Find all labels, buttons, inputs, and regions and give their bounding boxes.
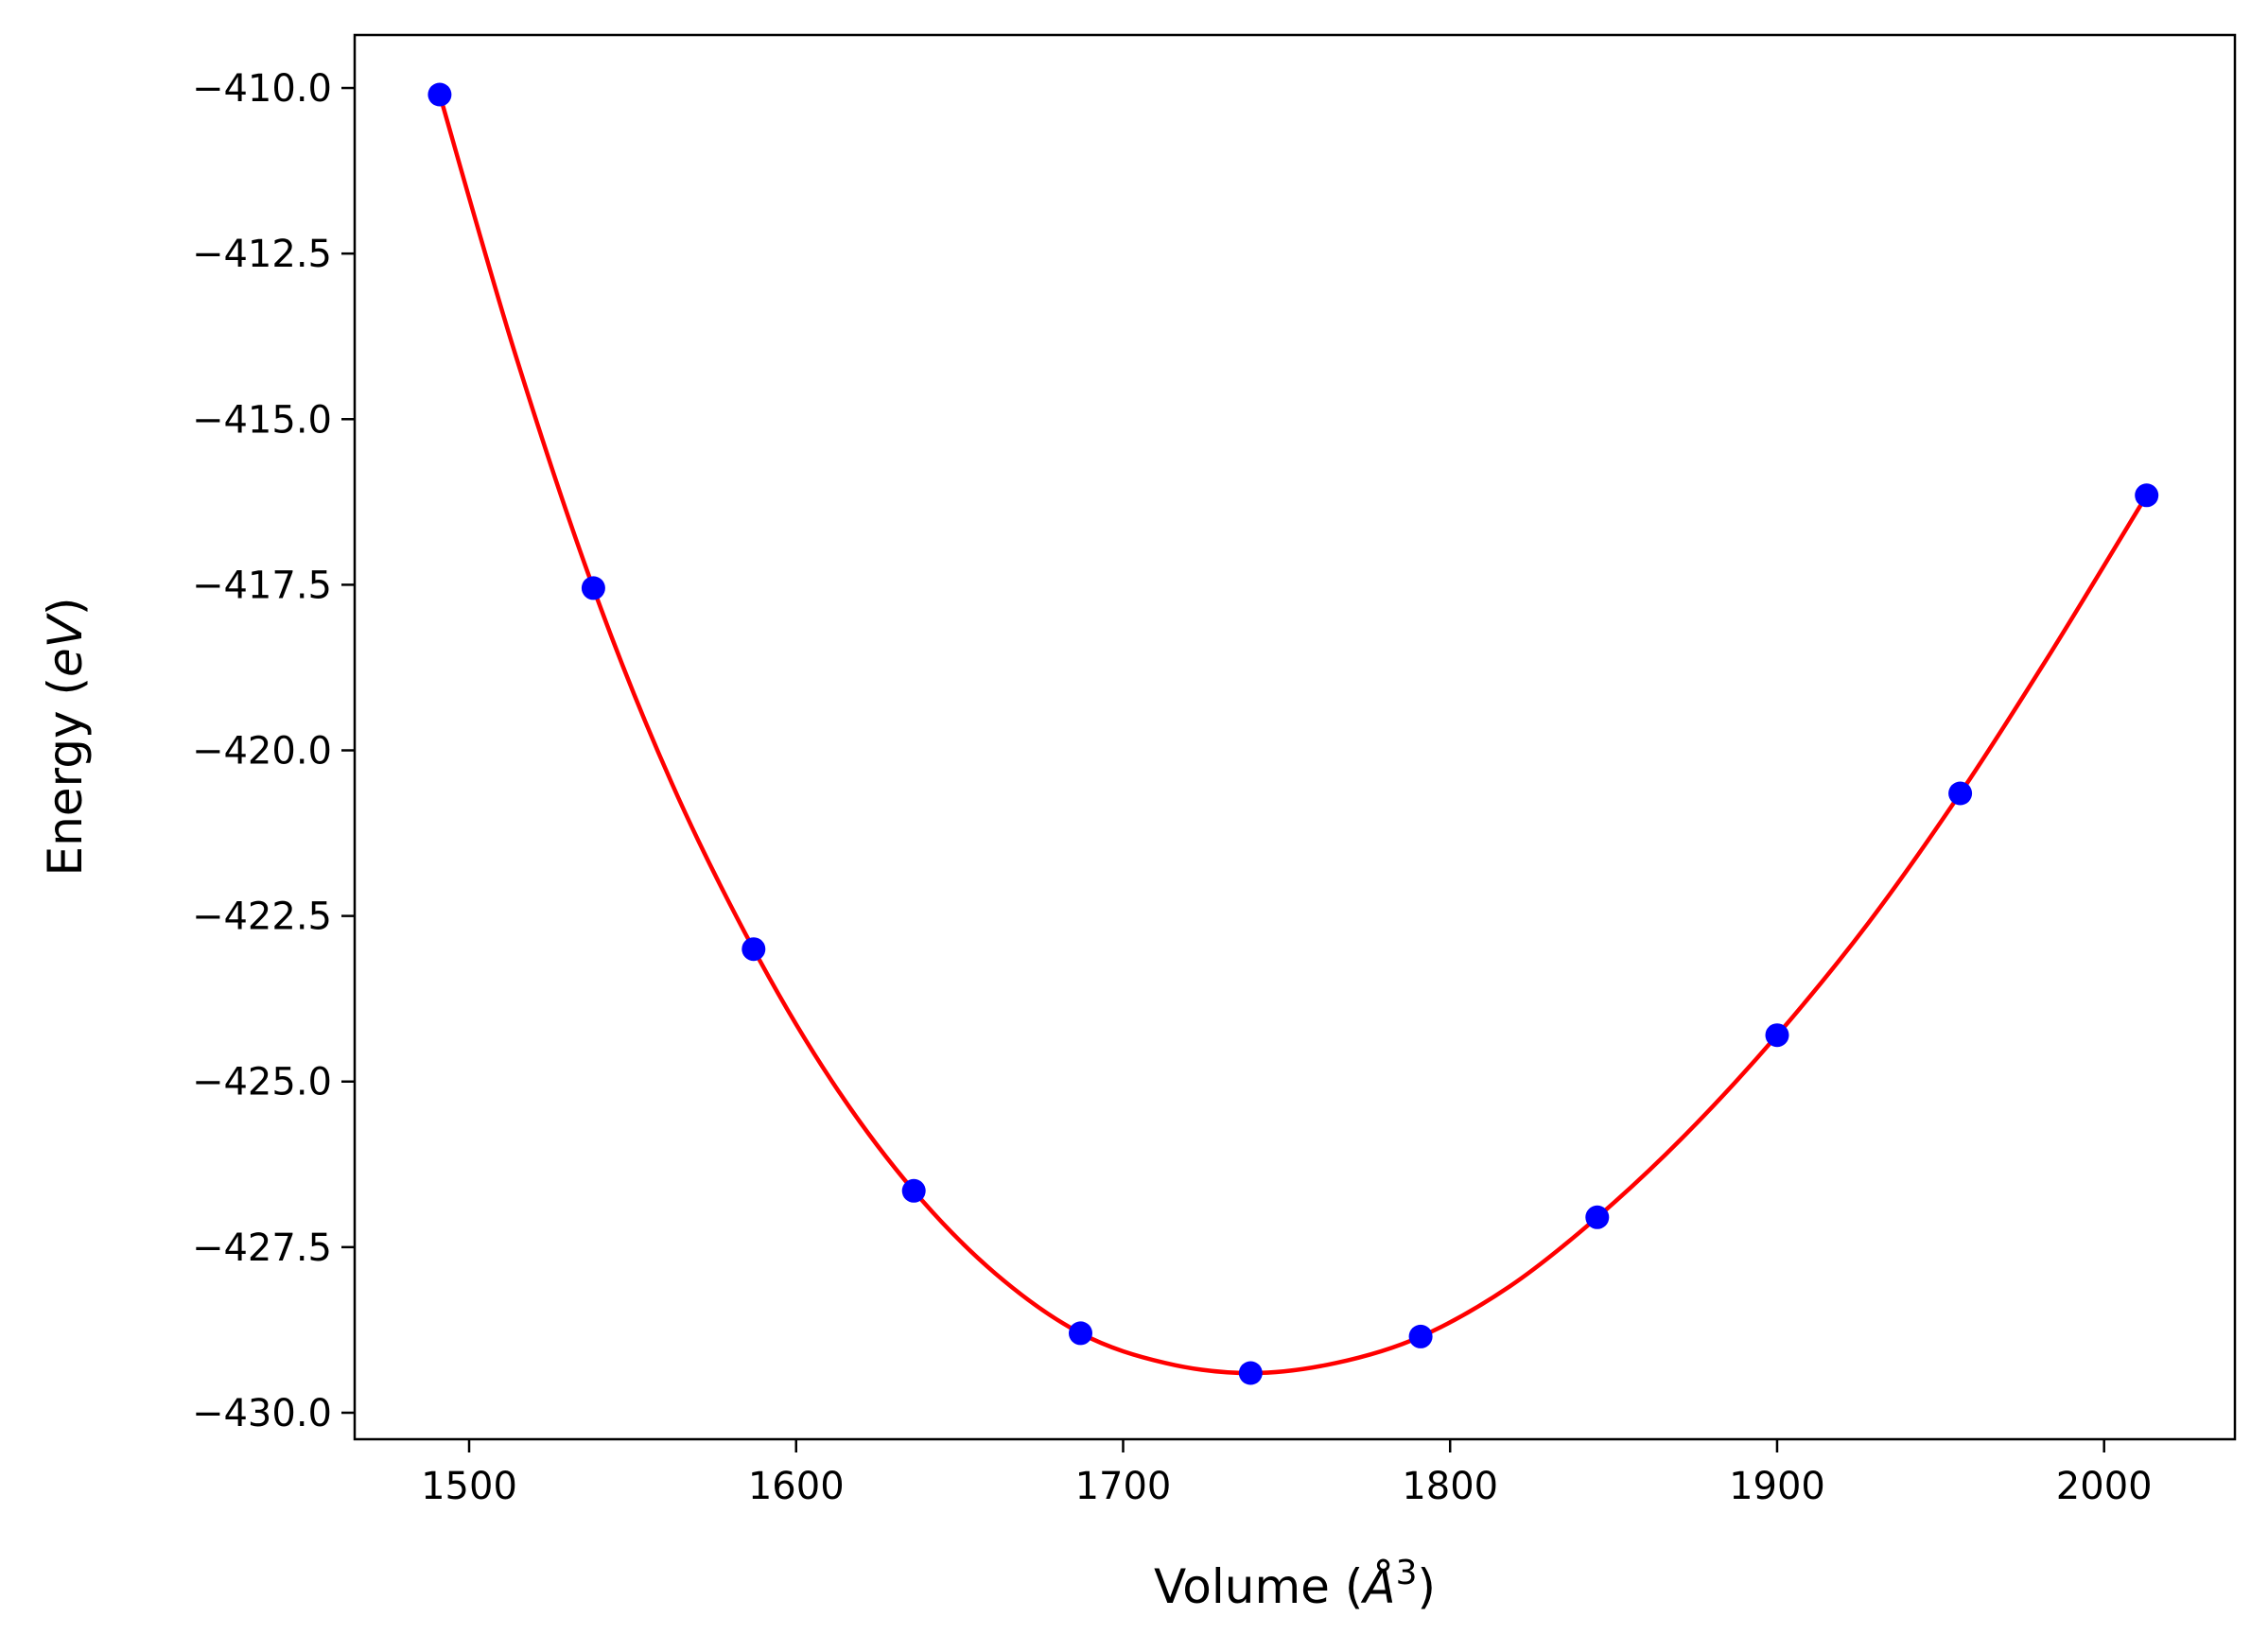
fit-curve-line bbox=[437, 94, 2149, 1376]
data-point bbox=[581, 576, 605, 600]
y-tick-label: −420.0 bbox=[192, 730, 332, 774]
x-tick-label: 1600 bbox=[748, 1465, 845, 1508]
y-axis-ticks: −410.0 −412.5 −415.0 −417.5 −420.0 −422.5 −425… bbox=[192, 67, 355, 1435]
x-tick-label: 1800 bbox=[1402, 1465, 1498, 1508]
x-tick-label: 1500 bbox=[421, 1465, 517, 1508]
x-tick-label: 1900 bbox=[1729, 1465, 1825, 1508]
data-points-layer bbox=[427, 82, 2159, 1385]
data-point bbox=[427, 82, 452, 107]
x-axis-ticks: 1500 1600 1700 1800 1900 2000 bbox=[421, 1439, 2153, 1508]
y-tick-label: −412.5 bbox=[192, 233, 332, 276]
y-tick-label: −430.0 bbox=[192, 1392, 332, 1435]
y-tick-label: −422.5 bbox=[192, 896, 332, 939]
y-axis-label: Energy (eV) bbox=[38, 598, 93, 877]
x-tick-label: 1700 bbox=[1075, 1465, 1172, 1508]
data-point bbox=[1238, 1361, 1263, 1385]
x-tick-label: 2000 bbox=[2056, 1465, 2153, 1508]
y-tick-label: −415.0 bbox=[192, 398, 332, 442]
y-tick-label: −417.5 bbox=[192, 564, 332, 607]
data-point bbox=[2135, 483, 2159, 508]
data-point bbox=[901, 1178, 926, 1203]
y-tick-label: −427.5 bbox=[192, 1226, 332, 1270]
x-axis-label: Volume (Å3) bbox=[1154, 1554, 1436, 1614]
data-point bbox=[1069, 1321, 1092, 1346]
y-tick-label: −410.0 bbox=[192, 67, 332, 111]
data-point bbox=[1765, 1023, 1789, 1048]
data-point bbox=[1408, 1324, 1433, 1348]
fit-curve-layer bbox=[437, 94, 2149, 1376]
y-tick-label: −425.0 bbox=[192, 1061, 332, 1104]
plot-frame bbox=[353, 33, 2237, 1441]
data-point bbox=[1585, 1205, 1610, 1229]
data-point bbox=[741, 937, 766, 962]
data-point bbox=[1948, 781, 1973, 806]
